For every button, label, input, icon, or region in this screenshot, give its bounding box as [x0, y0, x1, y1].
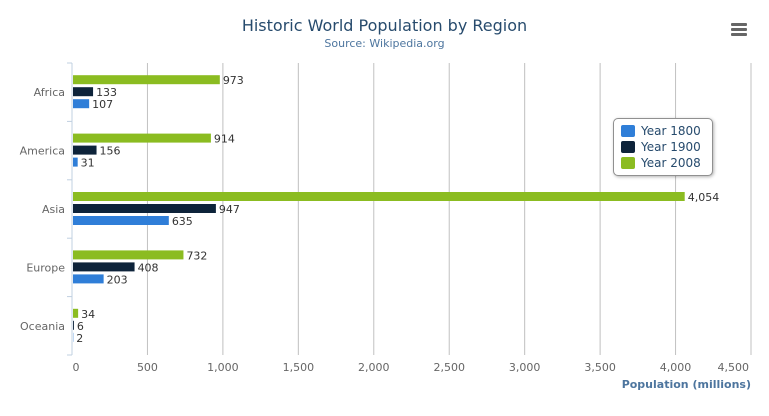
legend-item-2008[interactable]: Year 2008	[621, 156, 701, 170]
x-tick-label: 500	[137, 361, 158, 374]
bar-year-1800	[73, 274, 104, 284]
data-label: 2	[76, 332, 83, 345]
x-tick-label: 3,500	[584, 361, 616, 374]
legend-label: Year 1800	[641, 124, 701, 138]
data-label: 6	[77, 320, 84, 333]
x-tick-label: 0	[73, 361, 80, 374]
x-tick-label: 2,500	[433, 361, 465, 374]
data-label: 914	[214, 133, 235, 146]
data-label: 947	[219, 203, 240, 216]
chart-title: Historic World Population by Region	[241, 16, 528, 35]
data-label: 34	[81, 308, 95, 321]
x-tick-label: 2,000	[358, 361, 390, 374]
x-tick-label: 4,500	[718, 361, 750, 374]
data-label: 635	[172, 215, 193, 228]
bar-year-1900	[73, 145, 97, 155]
data-label: 4,054	[688, 191, 720, 204]
bar-year-2008	[73, 133, 211, 143]
bar-year-1800	[73, 99, 90, 109]
data-label: 156	[100, 145, 121, 158]
data-label: 107	[92, 98, 113, 111]
data-label: 973	[223, 74, 244, 87]
category-label: Asia	[42, 203, 65, 216]
category-label: Africa	[34, 86, 65, 99]
data-label: 732	[186, 249, 207, 262]
category-label: Oceania	[20, 320, 65, 333]
bar-year-1800	[73, 157, 78, 167]
data-label: 31	[81, 157, 95, 170]
x-tick-label: 3,000	[509, 361, 541, 374]
bar-year-2008	[73, 308, 79, 318]
x-tick-label: 1,500	[283, 361, 315, 374]
x-tick-label: 4,000	[660, 361, 692, 374]
data-label: 203	[107, 273, 128, 286]
bar-year-2008	[73, 75, 220, 85]
legend-item-1900[interactable]: Year 1900	[621, 140, 701, 154]
data-label: 408	[138, 261, 159, 274]
bar-year-1800	[73, 216, 169, 225]
data-label: 133	[96, 86, 117, 99]
category-label: Europe	[26, 261, 65, 274]
bar-year-1900	[73, 320, 74, 330]
legend-label: Year 2008	[641, 156, 701, 170]
bar-year-1900	[73, 262, 135, 272]
bar-year-2008	[73, 250, 184, 260]
hamburger-menu-icon[interactable]	[731, 23, 747, 37]
legend-swatch	[621, 125, 635, 137]
category-label: America	[20, 145, 65, 158]
chart-subtitle: Source: Wikipedia.org	[324, 37, 445, 50]
legend-swatch	[621, 141, 635, 153]
legend-item-1800[interactable]: Year 1800	[621, 124, 701, 138]
bar-year-1900	[73, 87, 94, 97]
legend-swatch	[621, 157, 635, 169]
axis-title: Population (millions)	[622, 378, 751, 391]
bar-year-1900	[73, 204, 216, 213]
bar-year-2008	[73, 192, 685, 201]
x-tick-label: 1,000	[207, 361, 239, 374]
legend-label: Year 1900	[641, 140, 701, 154]
legend: Year 1800 Year 1900 Year 2008	[613, 118, 713, 176]
